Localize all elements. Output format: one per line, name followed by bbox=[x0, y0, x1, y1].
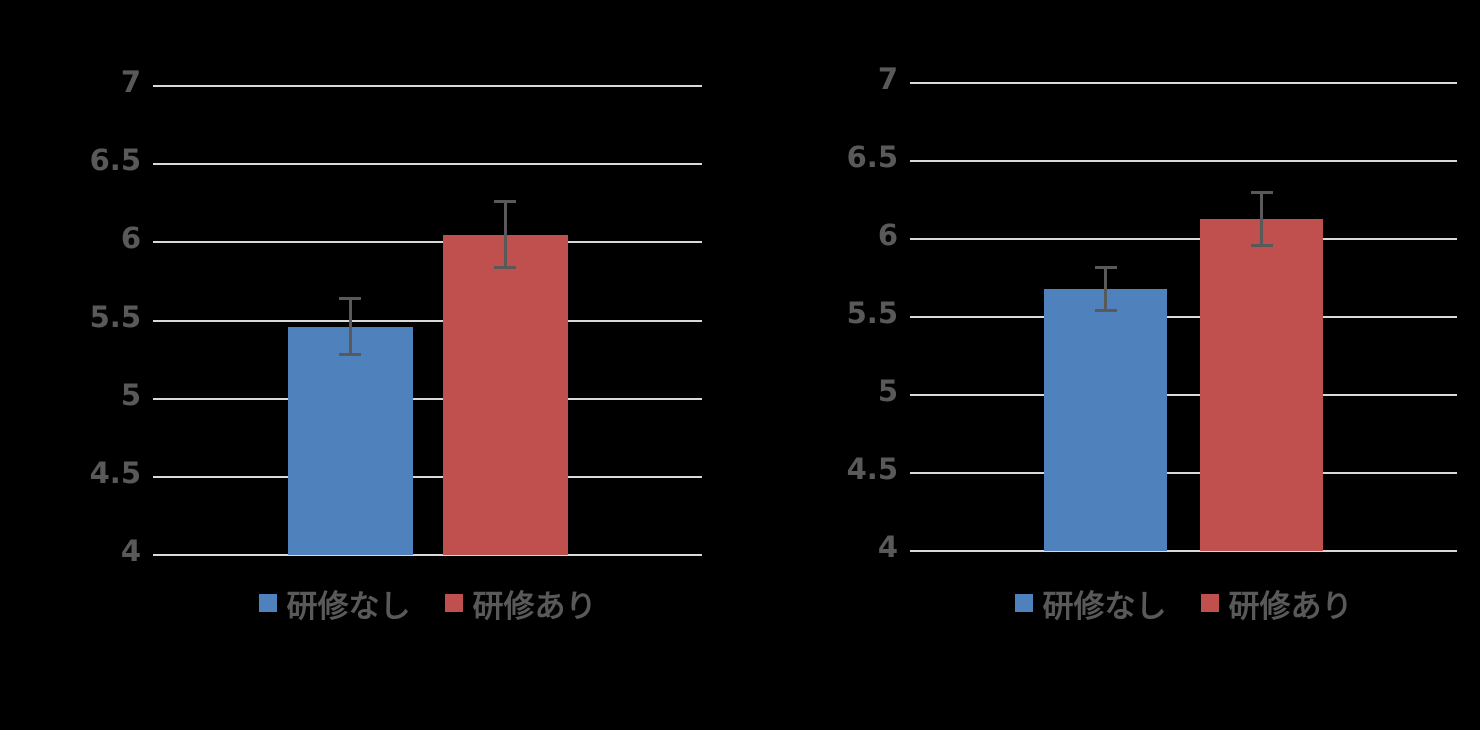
y-tick-label: 5.5 bbox=[846, 296, 898, 331]
error-bar-cap bbox=[1250, 243, 1273, 247]
error-bar-line bbox=[1104, 267, 1107, 311]
legend-label: 研修あり bbox=[1228, 588, 1353, 625]
bar-series-2 bbox=[442, 234, 568, 555]
error-bar-cap bbox=[1250, 190, 1273, 194]
legend-item: 研修あり bbox=[444, 581, 597, 626]
legend-label: 研修なし bbox=[1042, 588, 1167, 625]
error-bar-cap bbox=[494, 265, 516, 269]
gridline bbox=[910, 394, 1457, 396]
y-tick-label: 5 bbox=[877, 374, 898, 409]
y-tick-label: 4.5 bbox=[89, 455, 141, 490]
legend-item: 研修なし bbox=[258, 581, 411, 626]
gridline bbox=[910, 472, 1457, 474]
y-tick-label: 7 bbox=[120, 65, 141, 100]
y-tick-label: 5 bbox=[120, 377, 141, 412]
legend-label: 研修あり bbox=[472, 588, 597, 625]
y-tick-label: 4.5 bbox=[846, 452, 898, 487]
legend-item: 研修あり bbox=[1200, 581, 1353, 626]
legend-swatch-series-2 bbox=[444, 594, 463, 612]
error-bar-cap bbox=[339, 297, 361, 301]
gridline bbox=[910, 160, 1457, 162]
bar-series-2 bbox=[1200, 218, 1323, 551]
bar-series-1 bbox=[1044, 288, 1167, 551]
y-tick-label: 5.5 bbox=[89, 299, 141, 334]
gridline bbox=[910, 238, 1457, 240]
gridline bbox=[153, 163, 702, 166]
bar-series-1 bbox=[287, 326, 413, 555]
gridline bbox=[153, 85, 702, 87]
y-tick-label: 6 bbox=[877, 218, 898, 253]
gridline bbox=[153, 475, 702, 478]
legend-swatch-series-1 bbox=[1014, 594, 1033, 612]
error-bar-line bbox=[1260, 192, 1263, 246]
gridline bbox=[910, 316, 1457, 318]
y-tick-label: 6.5 bbox=[846, 140, 898, 175]
legend-label: 研修なし bbox=[286, 588, 411, 625]
error-bar-cap bbox=[1094, 265, 1117, 269]
gridline bbox=[910, 550, 1457, 552]
gridline bbox=[910, 82, 1457, 84]
y-tick-label: 6.5 bbox=[89, 143, 141, 178]
legend-swatch-series-1 bbox=[258, 594, 277, 612]
gridline bbox=[153, 319, 702, 322]
error-bar-cap bbox=[494, 200, 516, 204]
y-tick-label: 4 bbox=[120, 534, 141, 569]
gridline bbox=[153, 397, 702, 400]
error-bar-cap bbox=[339, 353, 361, 357]
error-bar-cap bbox=[1094, 309, 1117, 313]
error-bar-line bbox=[348, 298, 352, 355]
gridline bbox=[153, 241, 702, 244]
y-tick-label: 6 bbox=[120, 221, 141, 256]
gridline bbox=[153, 554, 702, 556]
legend: 研修なし 研修あり bbox=[153, 581, 702, 626]
error-bar-line bbox=[503, 201, 507, 268]
legend: 研修なし 研修あり bbox=[910, 581, 1457, 626]
legend-swatch-series-2 bbox=[1200, 594, 1219, 612]
y-tick-label: 7 bbox=[877, 62, 898, 97]
legend-item: 研修なし bbox=[1014, 581, 1167, 626]
y-tick-label: 4 bbox=[877, 530, 898, 565]
